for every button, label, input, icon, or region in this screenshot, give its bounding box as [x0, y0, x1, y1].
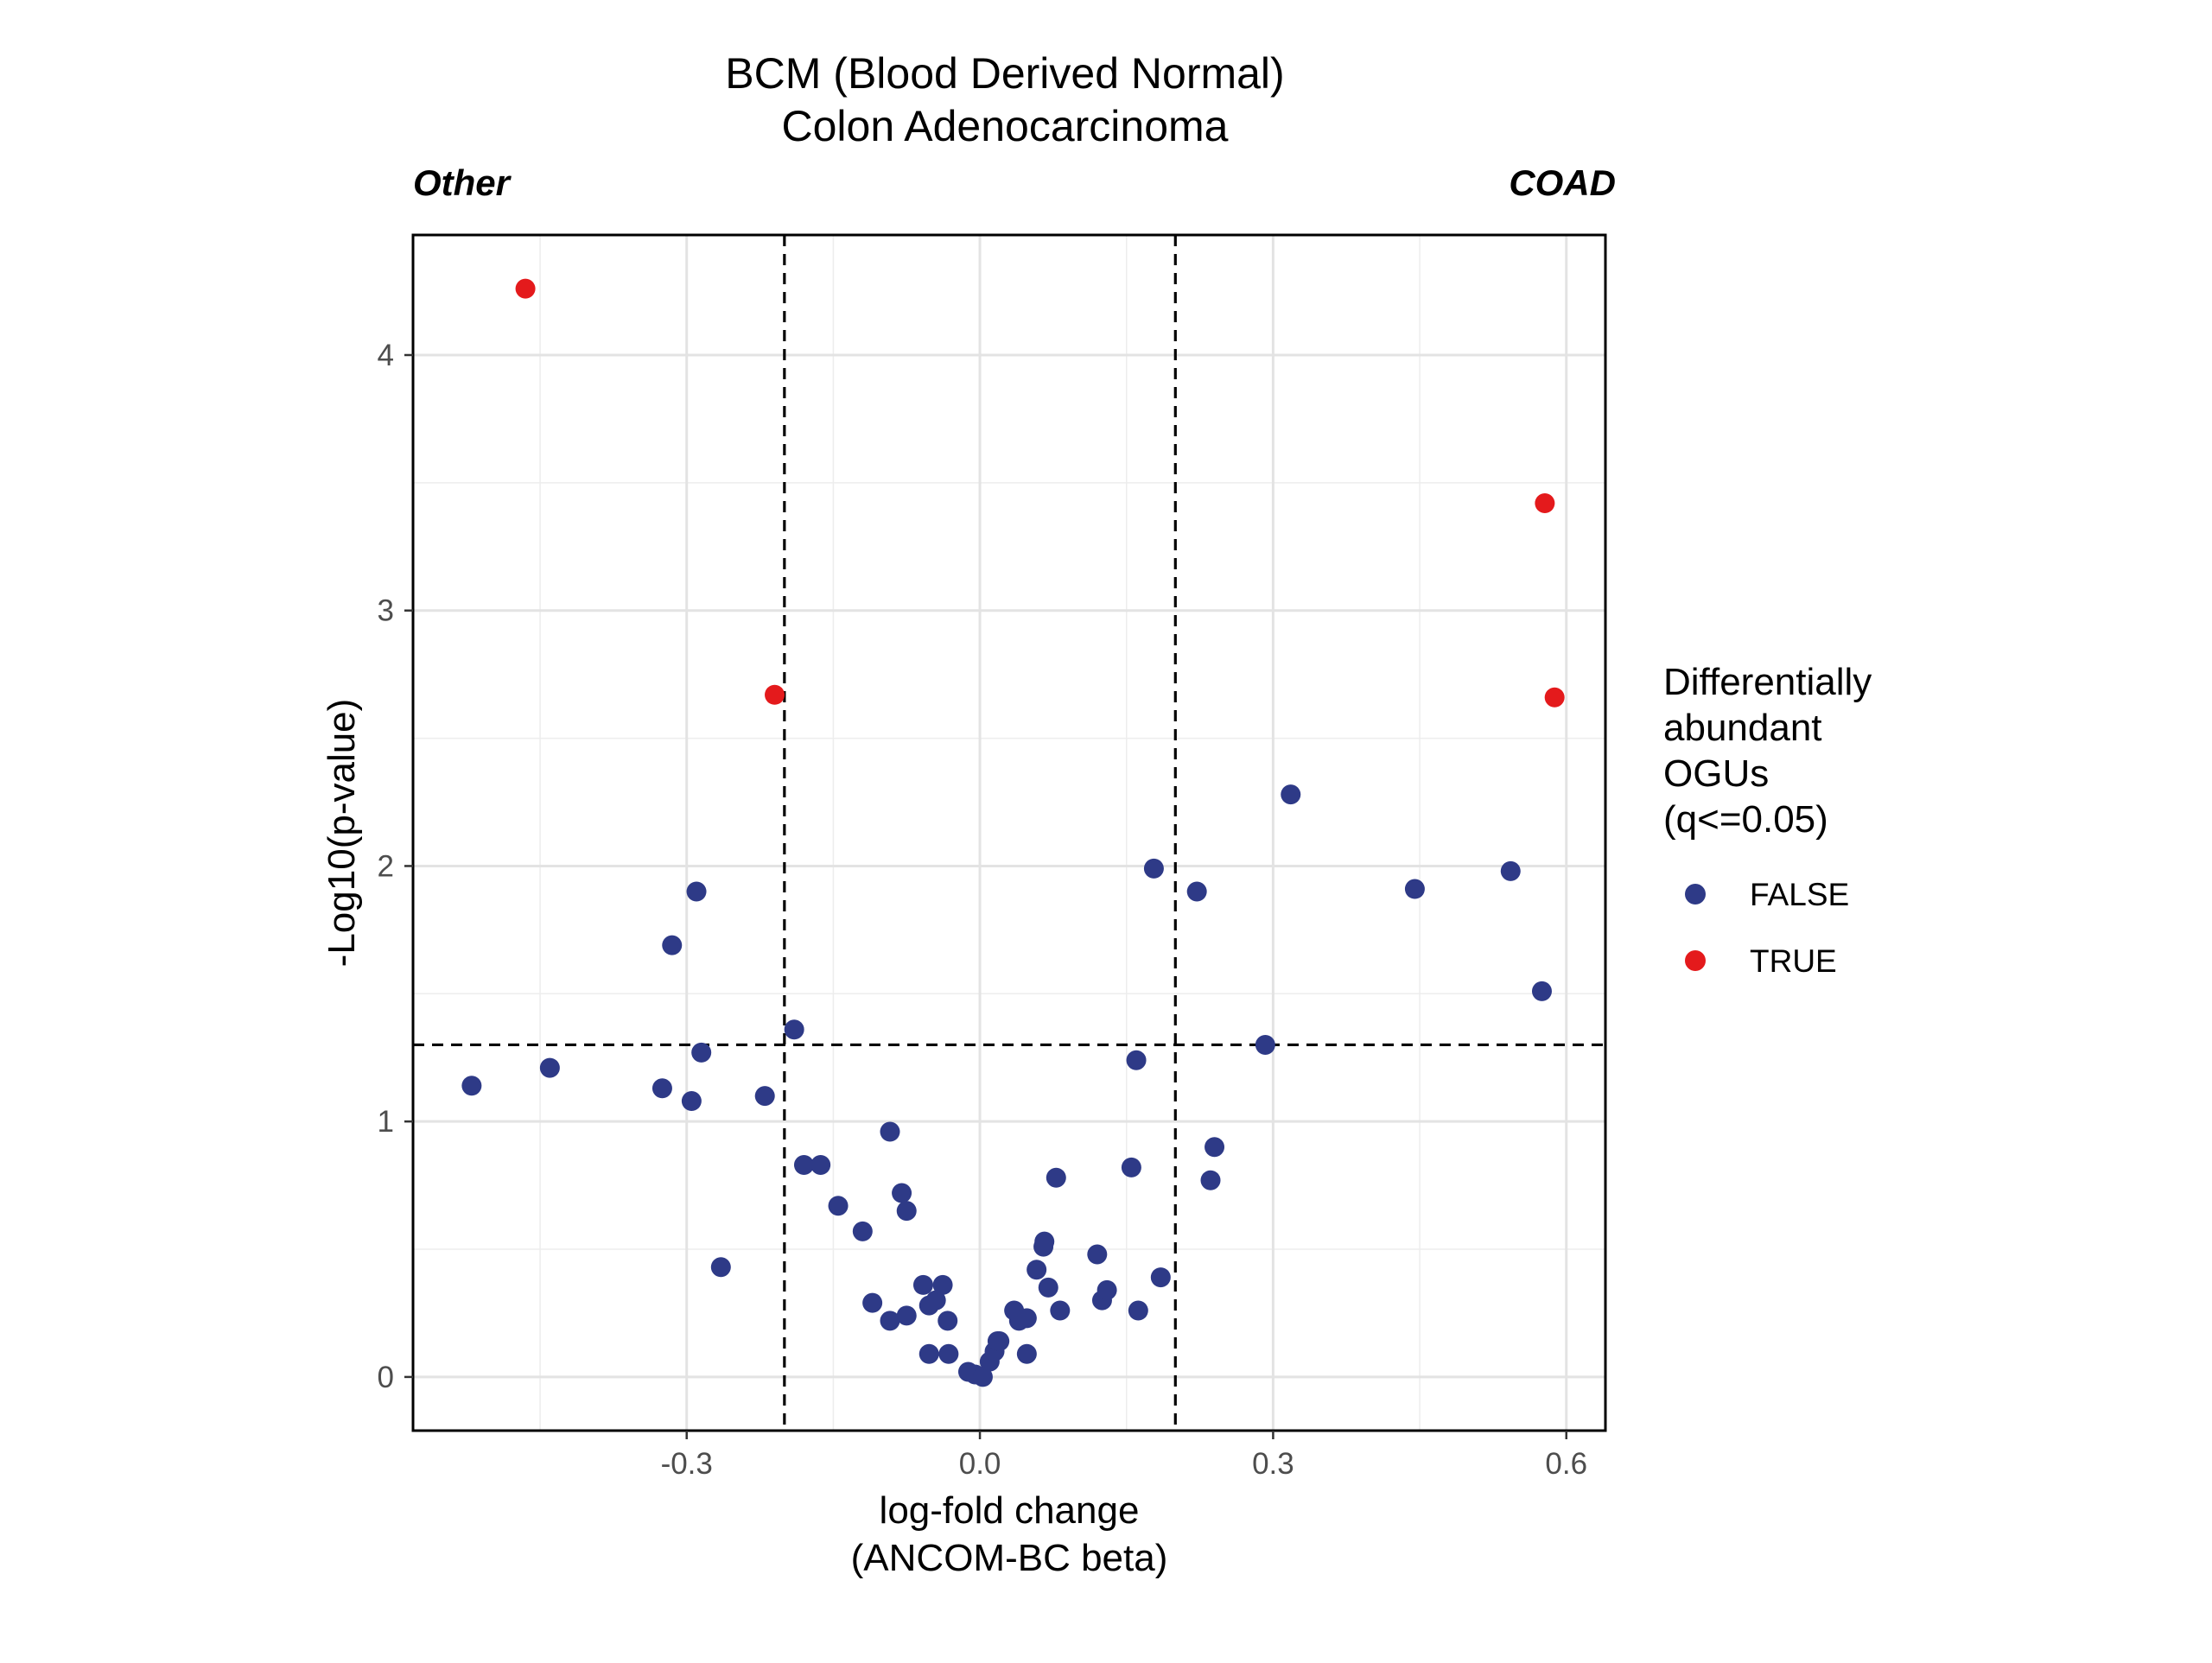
data-point-false	[1404, 879, 1425, 899]
legend-title-line: Differentially	[1663, 661, 1872, 703]
legend-label-true: TRUE	[1750, 943, 1837, 979]
chart-title: BCM (Blood Derived Normal) Colon Adenoca…	[725, 49, 1284, 150]
legend-swatch-false	[1685, 884, 1706, 904]
x-tick-label: -0.3	[661, 1447, 713, 1481]
data-point-false	[1143, 858, 1164, 879]
data-point-false	[662, 935, 683, 955]
data-point-false	[925, 1290, 946, 1311]
x-axis-label-line-1: log-fold change	[880, 1489, 1140, 1532]
data-point-false	[1255, 1034, 1275, 1055]
threshold-lines	[413, 235, 1605, 1431]
x-axis-label-line-2: (ANCOM-BC beta)	[851, 1537, 1168, 1579]
y-axis-ticks: 0 1 2 3 4	[378, 339, 413, 1394]
data-point-false	[828, 1196, 849, 1216]
chart-title-line-1: BCM (Blood Derived Normal)	[725, 49, 1284, 98]
data-point-false	[880, 1311, 900, 1331]
data-point-false	[1500, 860, 1521, 881]
data-point-false	[938, 1311, 958, 1331]
plot-panel-border	[411, 233, 1607, 1432]
data-point-false	[852, 1221, 873, 1241]
data-point-false	[1046, 1167, 1066, 1188]
data-point-false	[1205, 1137, 1225, 1158]
data-point-false	[1128, 1300, 1148, 1321]
data-point-false	[1121, 1157, 1141, 1177]
data-point-false	[681, 1091, 702, 1112]
y-tick-label: 3	[378, 594, 394, 628]
data-point-false	[1186, 881, 1207, 902]
data-point-false	[880, 1121, 900, 1142]
x-axis-ticks: -0.3 0.0 0.3 0.6	[661, 1431, 1587, 1481]
data-point-false	[539, 1057, 560, 1078]
chart-title-line-2: Colon Adenocarcinoma	[782, 102, 1229, 150]
data-point-false	[1126, 1050, 1147, 1070]
y-tick-label: 0	[378, 1361, 394, 1394]
y-tick-label: 4	[378, 339, 394, 372]
data-point-false	[1038, 1277, 1058, 1298]
x-axis-label: log-fold change (ANCOM-BC beta)	[851, 1489, 1168, 1579]
data-point-false	[1096, 1279, 1117, 1300]
data-point-false	[972, 1367, 993, 1387]
data-point-false	[1016, 1343, 1037, 1364]
data-point-false	[1200, 1170, 1221, 1190]
data-point-false	[461, 1076, 482, 1096]
data-point-false	[932, 1274, 953, 1295]
data-point-false	[989, 1330, 1010, 1351]
data-point-false	[918, 1343, 939, 1364]
data-point-false	[710, 1257, 731, 1278]
data-point-false	[1034, 1231, 1055, 1252]
data-point-true	[1535, 493, 1555, 514]
data-point-false	[896, 1305, 917, 1326]
data-point-false	[1087, 1244, 1108, 1265]
data-point-true	[765, 684, 785, 705]
data-point-true	[515, 278, 536, 299]
data-point-false	[912, 1274, 933, 1295]
x-tick-label: 0.3	[1252, 1447, 1294, 1481]
legend-swatch-true	[1685, 950, 1706, 971]
data-point-false	[686, 881, 707, 902]
data-point-false	[892, 1183, 912, 1203]
data-point-false	[896, 1201, 917, 1222]
data-point-false	[938, 1343, 959, 1364]
data-point-true	[1544, 687, 1565, 708]
y-axis-label: -Log10(p-value)	[321, 699, 363, 968]
grid	[413, 235, 1605, 1431]
data-point-false	[691, 1042, 712, 1063]
data-point-false	[1016, 1308, 1037, 1329]
data-point-false	[1281, 784, 1301, 805]
data-points	[461, 278, 1565, 1387]
data-point-false	[652, 1078, 672, 1099]
legend-title-line: (q<=0.05)	[1663, 798, 1828, 841]
data-point-false	[1150, 1267, 1171, 1288]
data-point-false	[1050, 1300, 1071, 1321]
data-point-false	[1027, 1260, 1047, 1280]
legend-label-false: FALSE	[1750, 877, 1849, 912]
left-group-label: Other	[413, 162, 512, 203]
data-point-false	[1531, 981, 1552, 1001]
data-point-false	[793, 1154, 814, 1175]
legend-title-line: OGUs	[1663, 752, 1769, 795]
legend-entries: FALSE TRUE	[1685, 877, 1849, 979]
y-tick-label: 1	[378, 1105, 394, 1139]
right-group-label: COAD	[1509, 162, 1616, 203]
data-point-false	[784, 1019, 804, 1040]
data-point-false	[862, 1292, 883, 1313]
y-tick-label: 2	[378, 849, 394, 883]
x-tick-label: 0.0	[959, 1447, 1001, 1481]
data-point-false	[754, 1086, 775, 1107]
legend-title-line: abundant	[1663, 707, 1822, 749]
x-tick-label: 0.6	[1545, 1447, 1587, 1481]
data-point-false	[810, 1154, 831, 1175]
